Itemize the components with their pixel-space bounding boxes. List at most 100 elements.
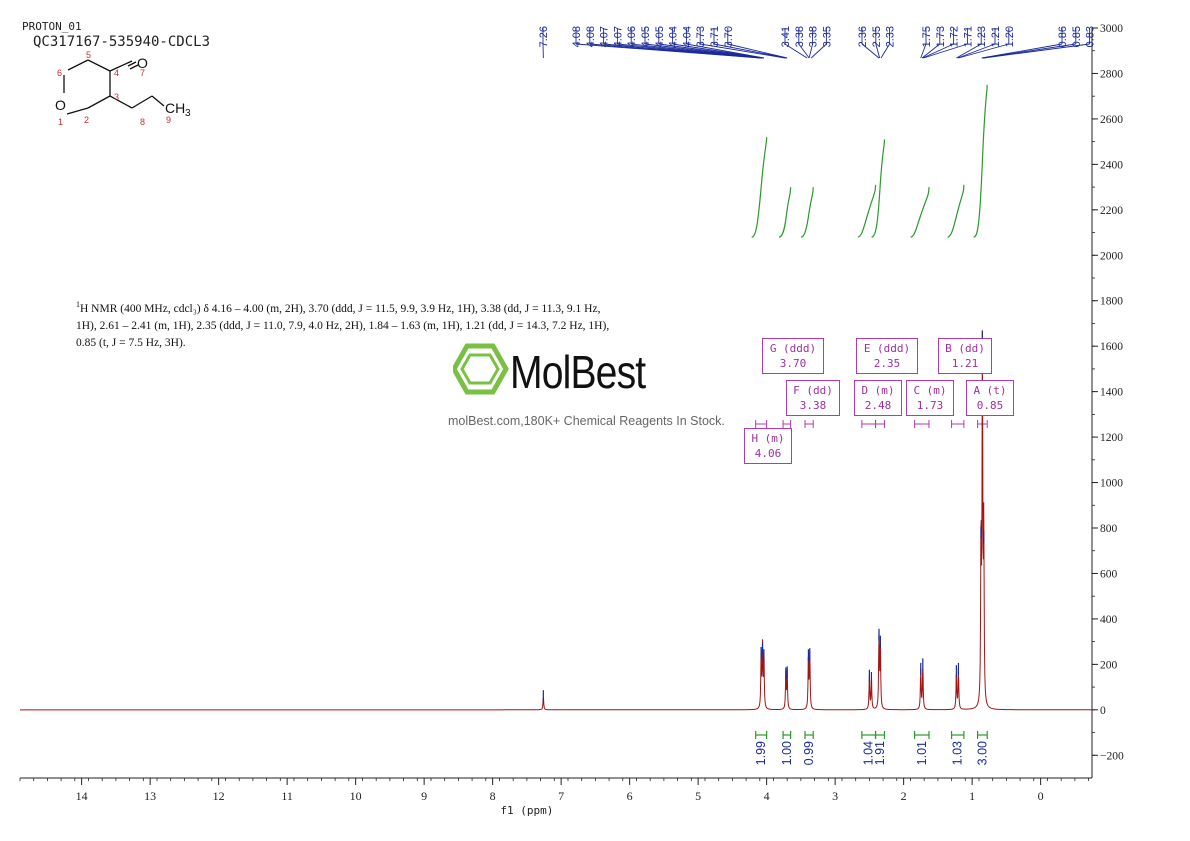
y-tick-label: 1000 <box>1100 478 1123 490</box>
x-tick-label: 7 <box>558 789 564 803</box>
y-tick-label: 200 <box>1100 659 1118 671</box>
atom-num-5: 5 <box>86 50 91 60</box>
peak-label-connector <box>983 43 1090 59</box>
molbest-logo-icon <box>453 343 509 395</box>
peak-label: 4.08 <box>585 26 597 47</box>
y-tick-label: 2600 <box>1100 114 1123 126</box>
x-tick-label: 8 <box>490 789 496 803</box>
atom-num-4: 4 <box>114 68 119 78</box>
peak-label: 3.38 <box>794 26 806 47</box>
atom-num-3: 3 <box>114 92 119 102</box>
x-axis-label: f1 (ppm) <box>500 804 553 817</box>
x-tick-label: 6 <box>627 789 633 803</box>
integral-curve <box>947 184 965 238</box>
y-tick-label: 2800 <box>1100 68 1123 80</box>
y-tick-label: 800 <box>1100 523 1118 535</box>
y-tick-label: 1200 <box>1100 432 1123 444</box>
brand-name: MolBest <box>510 346 646 398</box>
y-tick-label: 2200 <box>1100 205 1123 217</box>
integral-value: 1.91 <box>873 741 887 765</box>
peak-label: 7.26 <box>538 26 550 47</box>
peak-label-connector <box>727 43 788 59</box>
peak-label: 0.86 <box>1057 26 1069 47</box>
peak-label: 1.21 <box>990 26 1002 47</box>
peak-label: 1.71 <box>962 26 974 47</box>
x-tick-label: 9 <box>421 789 427 803</box>
peak-label: 2.33 <box>885 26 897 47</box>
peak-label: 3.70 <box>723 26 735 47</box>
peak-label-connector <box>875 43 881 59</box>
atom-o-ring: O <box>55 97 66 113</box>
nucleus-superscript: 1 <box>76 300 80 309</box>
peak-label-connector <box>921 43 941 59</box>
x-tick-label: 0 <box>1038 789 1044 803</box>
brand-tagline: molBest.com,180K+ Chemical Reagents In S… <box>448 414 725 428</box>
peak-label-connector <box>923 43 968 59</box>
nmr-description-text: H NMR (400 MHz, cdcl₃) δ 4.16 – 4.00 (m,… <box>76 302 610 349</box>
experiment-name: PROTON_01 <box>22 20 82 33</box>
y-tick-label: 0 <box>1100 705 1106 717</box>
y-tick-label: 2400 <box>1100 159 1123 171</box>
peak-label-connector <box>808 43 814 59</box>
peak-label: 3.71 <box>709 26 721 47</box>
multiplet-box-h: H (m) 4.06 <box>744 428 792 464</box>
y-tick-label: 2000 <box>1100 250 1123 262</box>
y-tick-label: −200 <box>1100 750 1124 762</box>
x-tick-label: 1 <box>969 789 975 803</box>
x-tick-label: 13 <box>144 789 156 803</box>
peak-label: 3.41 <box>780 26 792 47</box>
peak-label: 3.73 <box>695 26 707 47</box>
y-tick-label: 1400 <box>1100 387 1123 399</box>
multiplet-box-b: B (dd) 1.21 <box>938 338 992 374</box>
integral-curve <box>871 139 886 238</box>
peak-label: 1.20 <box>1004 26 1016 47</box>
integral-curve <box>857 184 877 238</box>
integral-value: 0.99 <box>802 741 816 765</box>
atom-num-2: 2 <box>84 115 89 125</box>
peak-label-connector <box>713 43 787 59</box>
x-tick-label: 2 <box>901 789 907 803</box>
peak-label: 3.38 <box>808 26 820 47</box>
integral-value: 1.03 <box>951 741 965 765</box>
peak-label: 3.35 <box>821 26 833 47</box>
x-tick-label: 10 <box>350 789 362 803</box>
x-tick-label: 12 <box>213 789 225 803</box>
integral-curve <box>910 187 930 238</box>
peak-label-connector <box>982 43 1076 59</box>
peak-label: 4.04 <box>668 26 680 47</box>
x-tick-label: 11 <box>281 789 293 803</box>
peak-label-connector <box>686 43 764 59</box>
atom-o-carbonyl: O <box>137 55 148 71</box>
peak-label-connector <box>798 43 810 59</box>
peak-label: 1.72 <box>949 26 961 47</box>
peak-label: 1.73 <box>935 26 947 47</box>
peak-label-connector <box>956 43 982 59</box>
peak-label: 4.05 <box>640 26 652 47</box>
atom-num-8: 8 <box>140 117 145 127</box>
integral-curve <box>778 187 792 238</box>
sample-name: QC317167-535940-CDCL3 <box>33 34 211 50</box>
peak-label: 4.06 <box>626 26 638 47</box>
peak-label-connector <box>810 43 827 59</box>
peak-label: 0.83 <box>1085 26 1097 47</box>
integral-curve <box>800 187 814 238</box>
peak-label-connector <box>958 43 1009 59</box>
multiplet-box-g: G (ddd) 3.70 <box>762 338 824 374</box>
peak-label-connector <box>784 43 808 59</box>
y-tick-label: 400 <box>1100 614 1118 626</box>
peak-label: 2.35 <box>871 26 883 47</box>
multiplet-box-a: A (t) 0.85 <box>966 380 1014 416</box>
multiplet-box-e: E (ddd) 2.35 <box>856 338 918 374</box>
peak-label: 1.75 <box>921 26 933 47</box>
y-tick-label: 3000 <box>1100 23 1123 35</box>
peak-label-connector <box>922 43 954 59</box>
peak-label: 0.85 <box>1071 26 1083 47</box>
peak-label: 4.08 <box>571 26 583 47</box>
spectrum-trace <box>20 330 1092 711</box>
atom-num-9: 9 <box>166 115 171 125</box>
molecule-structure: O 1 2 3 4 5 6 7 8 9 CH 3 O <box>55 50 191 127</box>
multiplet-box-f: F (dd) 3.38 <box>786 380 840 416</box>
peak-label-connector <box>880 43 890 59</box>
peak-label: 1.23 <box>976 26 988 47</box>
